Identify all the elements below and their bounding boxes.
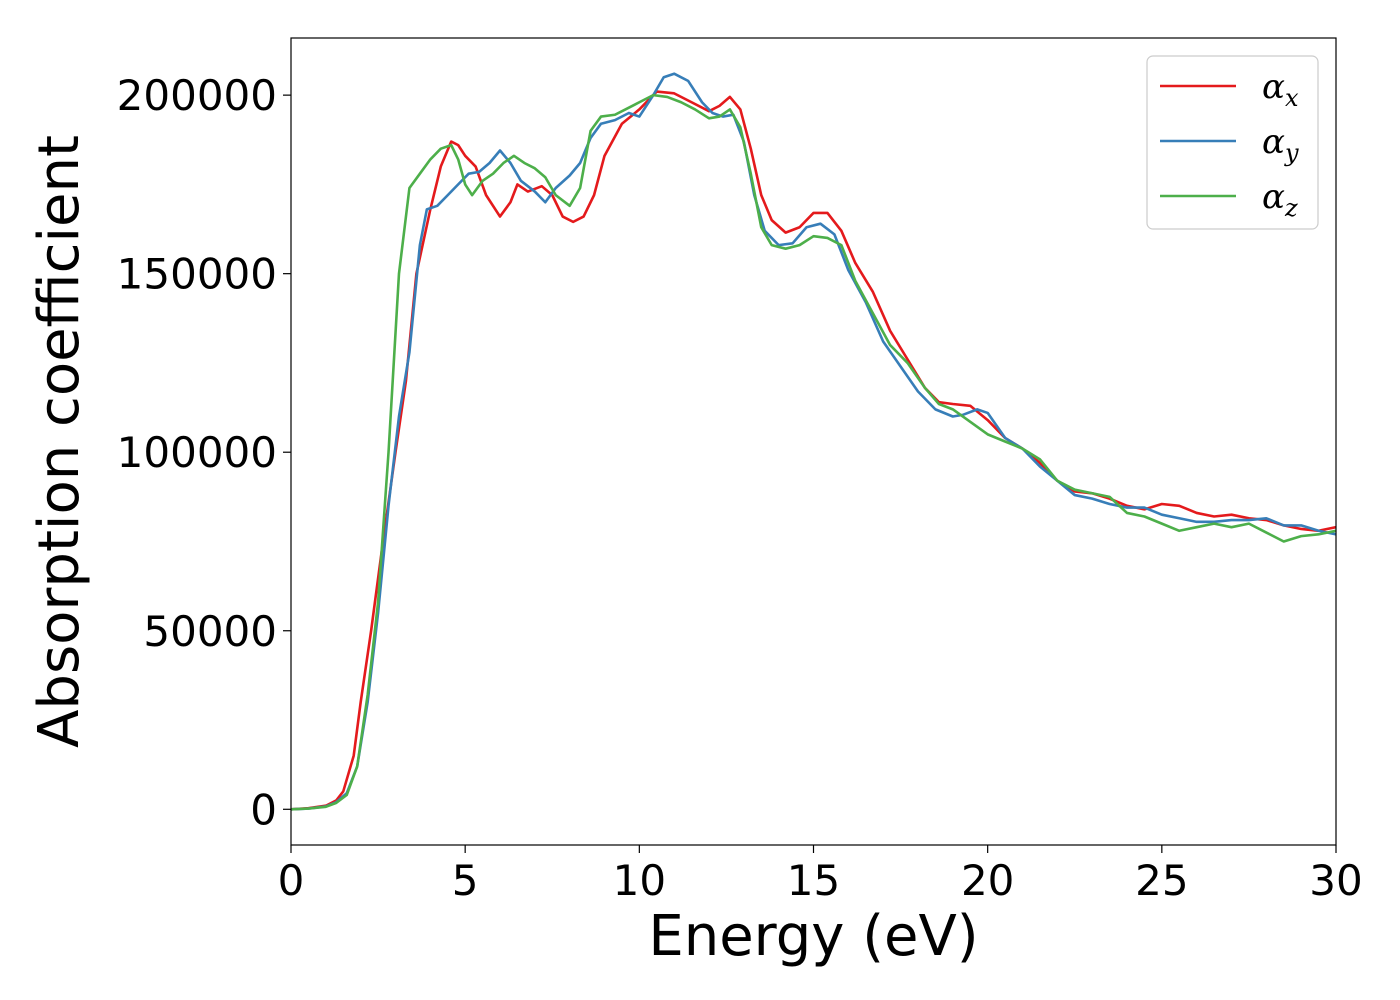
x-tick-label: 25: [1135, 856, 1188, 905]
series-line-z: [291, 93, 1336, 811]
legend-box: [1146, 55, 1319, 230]
series-line-x: [291, 90, 1336, 811]
x-tick-label: 10: [613, 856, 666, 905]
x-axis-title: Energy (eV): [648, 904, 978, 969]
legend-label-x: αx: [1262, 67, 1299, 112]
y-tick-label: 100000: [117, 428, 277, 477]
series-layer: [291, 72, 1336, 811]
legend-label-y: αy: [1262, 122, 1299, 167]
y-tick-label: 150000: [117, 250, 277, 299]
y-tick-label: 200000: [117, 71, 277, 120]
series-line-y: [291, 72, 1336, 811]
x-tick-label: 5: [452, 856, 479, 905]
x-tick-label: 20: [961, 856, 1014, 905]
y-tick-label: 50000: [143, 607, 277, 656]
x-tick-label: 15: [787, 856, 840, 905]
legend: αx αy αz: [1146, 55, 1319, 230]
x-tick-label: 0: [278, 856, 305, 905]
y-axis-title: Absorption coefficient: [27, 135, 92, 748]
ticks-layer: 0 5 10 15 20 25 30 0 50000 100000 150000 200000: [117, 71, 1363, 905]
x-tick-label: 30: [1309, 856, 1362, 905]
y-tick-label: 0: [250, 785, 277, 834]
legend-label-z: αz: [1262, 177, 1298, 222]
